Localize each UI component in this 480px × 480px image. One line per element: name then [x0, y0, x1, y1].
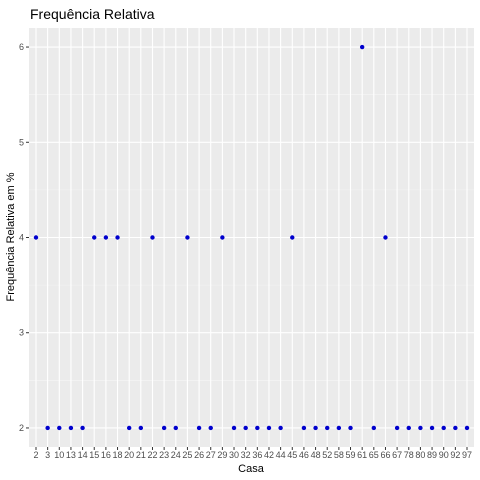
x-tick-label: 59 [346, 450, 356, 460]
x-tick-label: 65 [369, 450, 379, 460]
x-tick-label: 90 [439, 450, 449, 460]
data-point [92, 235, 97, 240]
data-point [266, 425, 272, 431]
data-point [138, 425, 144, 431]
data-point [103, 235, 109, 240]
data-point [418, 425, 423, 431]
x-axis-title: Casa [238, 463, 265, 475]
x-tick-label: 15 [89, 450, 99, 460]
data-point [161, 425, 167, 431]
data-point [290, 235, 295, 240]
x-tick-label: 97 [462, 450, 472, 460]
data-point [348, 425, 353, 431]
x-tick-label: 92 [450, 450, 460, 460]
x-tick-label: 32 [241, 450, 251, 460]
data-point [301, 425, 307, 431]
data-point [196, 425, 202, 431]
data-point [383, 235, 388, 240]
x-tick-label: 20 [124, 450, 134, 460]
y-tick-label: 3 [19, 328, 24, 338]
x-tick-label: 13 [66, 450, 76, 460]
data-point [33, 235, 39, 240]
data-point [243, 425, 248, 431]
data-point [45, 425, 50, 431]
data-point [115, 235, 120, 240]
x-tick-label: 80 [415, 450, 425, 460]
data-point [208, 425, 213, 431]
x-tick-label: 25 [182, 450, 192, 460]
data-point [429, 425, 435, 431]
x-tick-label: 78 [404, 450, 414, 460]
x-tick-label: 24 [171, 450, 181, 460]
data-point [173, 425, 178, 431]
data-point [464, 425, 470, 431]
data-point [441, 425, 446, 431]
x-tick-label: 42 [264, 450, 274, 460]
data-point [336, 425, 342, 431]
x-axis-ticks: 2 3 10 13 14 15 16 18 20 21 22 23 24 25 26 27 29 30 32 36 42… [33, 447, 472, 460]
x-tick-label: 66 [380, 450, 390, 460]
y-axis-ticks: 2 3 4 5 6 [19, 42, 29, 433]
y-tick-label: 6 [19, 42, 24, 52]
y-tick-label: 4 [19, 233, 24, 243]
data-point [453, 425, 458, 431]
x-tick-label: 10 [54, 450, 64, 460]
x-tick-label: 3 [45, 450, 50, 460]
y-tick-label: 5 [19, 137, 24, 147]
x-tick-label: 18 [113, 450, 123, 460]
data-point [371, 425, 377, 431]
x-tick-label: 21 [136, 450, 146, 460]
y-tick-label: 2 [19, 423, 24, 433]
x-tick-label: 44 [276, 450, 286, 460]
data-point [80, 425, 85, 431]
x-tick-label: 16 [101, 450, 111, 460]
x-tick-label: 30 [229, 450, 239, 460]
data-point [255, 425, 260, 431]
data-point [359, 44, 365, 50]
x-tick-label: 29 [217, 450, 227, 460]
x-tick-label: 26 [194, 450, 204, 460]
data-point [313, 425, 318, 431]
x-tick-label: 45 [287, 450, 297, 460]
data-point [150, 235, 155, 240]
x-tick-label: 36 [252, 450, 262, 460]
data-point [185, 235, 190, 240]
x-tick-label: 46 [299, 450, 309, 460]
x-tick-label: 89 [427, 450, 437, 460]
x-tick-label: 27 [206, 450, 216, 460]
x-tick-label: 2 [33, 450, 38, 460]
data-point [406, 425, 411, 431]
x-tick-label: 48 [311, 450, 321, 460]
data-point [394, 425, 400, 431]
data-points [33, 44, 470, 431]
data-point [231, 425, 237, 431]
data-point [325, 425, 330, 431]
x-tick-label: 58 [334, 450, 344, 460]
chart-title: Frequência Relativa [30, 6, 155, 22]
x-tick-label: 14 [78, 450, 88, 460]
data-point [126, 425, 132, 431]
x-tick-label: 22 [147, 450, 157, 460]
x-tick-label: 61 [357, 450, 367, 460]
data-point [220, 235, 225, 240]
y-axis-title: Frequência Relativa em % [5, 172, 17, 301]
x-tick-label: 52 [322, 450, 332, 460]
data-point [278, 425, 283, 431]
x-tick-label: 23 [159, 450, 169, 460]
data-point [68, 425, 74, 431]
data-point [57, 425, 62, 431]
x-tick-label: 67 [392, 450, 402, 460]
